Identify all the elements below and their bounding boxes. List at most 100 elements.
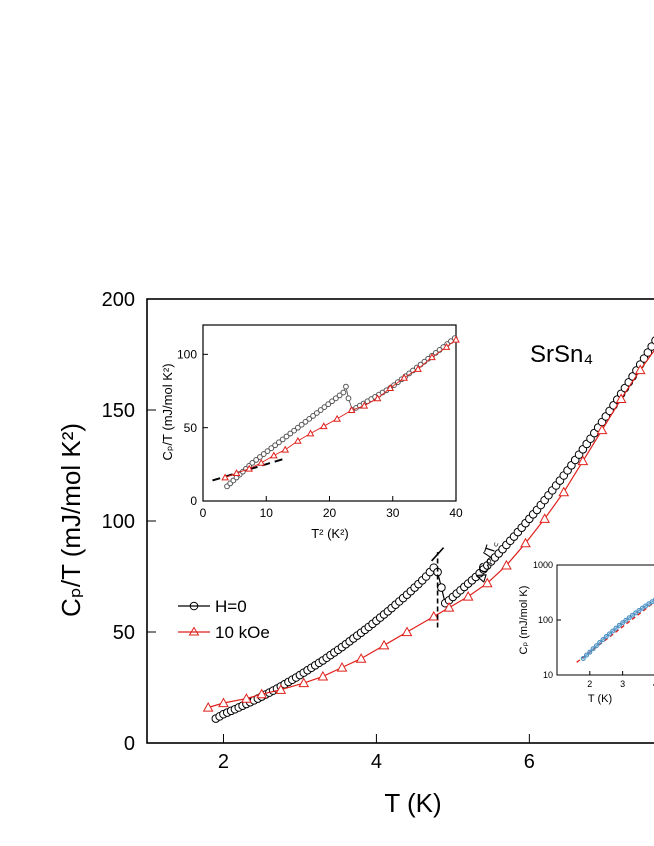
- inset1-series-h-0-point-13: [268, 445, 275, 452]
- inset1-series-10-koe-point-10: [347, 406, 356, 413]
- inset1-x-axis-label: T² (K²): [311, 526, 349, 541]
- inset1-series-10-koe-point-0: [221, 473, 229, 481]
- legend-marker-h0: [189, 601, 199, 611]
- main-series-10-koe-point-16: [520, 537, 531, 548]
- inset1-series-10-koe-point-2: [245, 464, 254, 472]
- main-series-10-koe-point-14: [481, 577, 493, 588]
- main-series-10-koe-point-20: [596, 424, 608, 435]
- main-series-10-koe-point-21: [615, 393, 627, 403]
- inset1-series-h-0-point-9: [253, 457, 260, 463]
- inset1-series-h-0-point-15: [276, 439, 282, 446]
- main-series-10-koe-point-10: [401, 626, 413, 637]
- inset2-y-axis-label: Cₚ (mJ/mol K): [518, 586, 530, 655]
- inset1-series-h-0-point-14: [272, 442, 279, 449]
- inset2-series-measured-point-12: [620, 620, 626, 626]
- inset1-x-tick-label-40: 40: [449, 506, 463, 520]
- tc-jump-marker-cap: [430, 547, 445, 562]
- main-y-tick-label-200: 200: [102, 289, 135, 311]
- main-y-tick-label-150: 150: [102, 400, 135, 422]
- inset1-series-h-0-point-18: [287, 430, 294, 437]
- inset1-series-10-koe-point-18: [452, 335, 460, 343]
- main-x-tick-label-2: 2: [218, 751, 229, 773]
- inset1-series-h-0-point-8: [249, 459, 256, 466]
- main-series-10-koe-point-12: [443, 602, 455, 612]
- inset1-series-h-0-point-28: [325, 401, 332, 408]
- inset2-series-measured-point-19: [643, 603, 649, 609]
- main-x-tick-label-4: 4: [371, 751, 382, 773]
- inset1-series-h-0-point-34: [345, 395, 352, 402]
- main-marks: [202, 336, 654, 723]
- inset1-series-h-0-point-17: [283, 433, 290, 440]
- legend-label-10koe: 10 kOe: [215, 623, 270, 642]
- main-series-10-koe-point-0: [202, 701, 214, 712]
- main-y-axis-label: Cₚ/T (mJ/mol K²): [56, 423, 86, 617]
- inset1-series-10-koe-point-3: [257, 458, 266, 466]
- main-series-10-koe-point-17: [539, 513, 550, 523]
- inset2-series-measured-point-6: [600, 637, 606, 643]
- inset2-series-measured-point-13: [623, 617, 629, 623]
- inset1-series-10-koe-point-14: [400, 373, 408, 381]
- main-series-h-0-point-114: [647, 342, 654, 351]
- inset1-x-tick-label-30: 30: [386, 506, 400, 520]
- inset1-marks: [212, 335, 460, 490]
- inset1-series-h-0-point-23: [306, 415, 313, 422]
- inset2-series-measured-point-5: [597, 639, 603, 645]
- inset1-series-h-0-point-25: [313, 410, 320, 416]
- inset2-x-tick-label-3: 3: [620, 679, 625, 689]
- inset1-y-tick-label-100: 100: [177, 348, 197, 362]
- inset1-series-h-0-point-10: [257, 454, 263, 460]
- inset2-y-tick-label-10: 10: [543, 670, 553, 680]
- main-series-10-koe-point-13: [462, 590, 474, 601]
- inset1-x-tick-label-10: 10: [260, 506, 274, 520]
- inset1-series-10-koe-point-9: [333, 414, 341, 422]
- main-series-10-koe-point-15: [501, 559, 512, 570]
- inset1-series-h-0-point-22: [302, 418, 309, 425]
- inset1-series-10-koe-point-12: [373, 394, 382, 402]
- inset1-y-tick-label-0: 0: [190, 494, 197, 508]
- legend-label-h0: H=0: [215, 597, 247, 616]
- inset1-series-10-koe-point-13: [386, 384, 395, 391]
- inset2-marks: [576, 597, 654, 663]
- inset1-series-10-koe-point-15: [414, 364, 422, 372]
- main-series-10-koe-point-6: [317, 670, 329, 681]
- inset1-series-h-0-point-20: [294, 424, 301, 431]
- inset2-x-tick-label-4: 4: [653, 679, 654, 689]
- main-series-10-koe-point-19: [577, 455, 589, 466]
- main-y-tick-label-100: 100: [102, 511, 135, 533]
- main-series-10-koe-point-1: [218, 697, 229, 708]
- inset2-series-measured-point-2: [587, 649, 593, 655]
- inset1-y-tick-label-50: 50: [184, 421, 198, 435]
- main-series-10-koe-point-3: [256, 688, 268, 699]
- inset1-ticks: 0 10 20 30 40 0 50 100: [177, 348, 463, 520]
- inset1-x-tick-label-20: 20: [323, 506, 337, 520]
- main-chart: 2 4 6 0 50 100 150 200 T (K) Cₚ/T (mJ/mol K²) S…: [56, 289, 654, 818]
- inset2-series-measured-point-10: [613, 625, 619, 631]
- main-series-10-koe-point-7: [336, 661, 348, 672]
- inset2-series-measured-point-21: [649, 599, 654, 605]
- main-series-10-koe-point-2: [241, 693, 252, 703]
- inset1-series-h-0-point-19: [291, 427, 297, 434]
- inset1-series-10-koe-point-17: [442, 342, 451, 350]
- main-x-tick-label-6: 6: [524, 751, 535, 773]
- inset2-series-measured-point-16: [633, 610, 639, 616]
- inset-cp-vs-t-log: 2 3 4 10 100 1000 T (K) Cₚ (mJ/mol K): [512, 560, 654, 705]
- inset1-series-h-0-point-27: [321, 404, 328, 411]
- inset2-series-measured-point-7: [603, 634, 609, 640]
- inset1-series-10-koe-point-11: [360, 401, 369, 409]
- inset1-series-10-koe-point-8: [319, 422, 328, 430]
- inset2-series-measured-point-4: [593, 643, 599, 649]
- inset1-series-h-0-point-11: [260, 451, 267, 457]
- main-x-axis-label: T (K): [384, 788, 441, 818]
- inset1-series-h-0-point-26: [317, 407, 324, 413]
- inset2-background: [512, 562, 654, 682]
- legend: H=0 10 kOe: [178, 597, 270, 642]
- main-series-h-0-point-113: [643, 348, 653, 357]
- inset-ct-vs-t2: 0 10 20 30 40 0 50 100 T² (K²) Cₚ/T (mJ/mol K²): [160, 323, 463, 541]
- inset2-series-measured-point-17: [636, 607, 642, 613]
- inset2-series-measured-point-15: [629, 612, 635, 618]
- legend-marker-10koe: [188, 626, 200, 636]
- main-y-tick-label-50: 50: [113, 622, 135, 644]
- inset1-series-h-0-point-30: [332, 395, 339, 402]
- compound-annotation: SrSn₄: [530, 341, 593, 368]
- inset1-series-h-0-point-31: [336, 392, 343, 399]
